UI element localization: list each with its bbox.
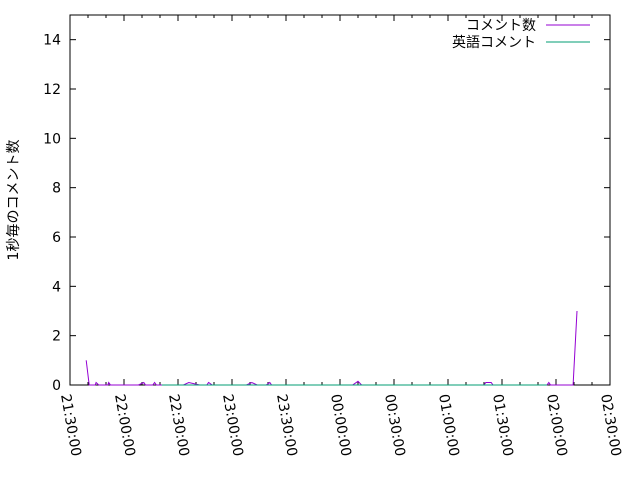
x-tick-label: 01:00:00: [435, 393, 462, 458]
x-tick-label: 23:30:00: [273, 393, 300, 458]
x-tick-label: 00:30:00: [381, 393, 408, 458]
y-tick-label: 6: [52, 230, 61, 246]
x-tick-label: 22:00:00: [111, 393, 138, 458]
x-tick-label: 23:00:00: [219, 393, 246, 458]
legend: コメント数 英語コメント: [452, 18, 590, 51]
legend-label-1: 英語コメント: [452, 34, 536, 51]
y-tick-label: 2: [52, 329, 61, 345]
x-tick-label: 21:30:00: [57, 393, 84, 458]
y-tick-label: 0: [52, 378, 61, 394]
y-tick-label: 10: [43, 131, 61, 147]
plot-border: [69, 14, 611, 386]
x-tick-label: 01:30:00: [489, 393, 516, 458]
legend-label-0: コメント数: [466, 18, 536, 34]
x-tick-label: 22:30:00: [165, 393, 192, 458]
axes: 0 2 4 6 8 10 12 14 21:30:00 22:00:00 22:30:00 23:00…: [43, 14, 624, 458]
x-tick-label: 02:30:00: [597, 393, 624, 458]
y-tick-label: 4: [52, 279, 61, 295]
y-tick-label: 14: [43, 33, 61, 49]
y-tick-label: 12: [43, 82, 61, 98]
y-axis-label: 1秒毎のコメント数: [6, 140, 22, 261]
x-tick-label: 00:00:00: [327, 393, 354, 458]
series-line-0: [85, 310, 578, 386]
series-layer: [85, 310, 578, 386]
y-tick-label: 8: [52, 181, 61, 197]
x-tick-label: 02:00:00: [543, 393, 570, 458]
